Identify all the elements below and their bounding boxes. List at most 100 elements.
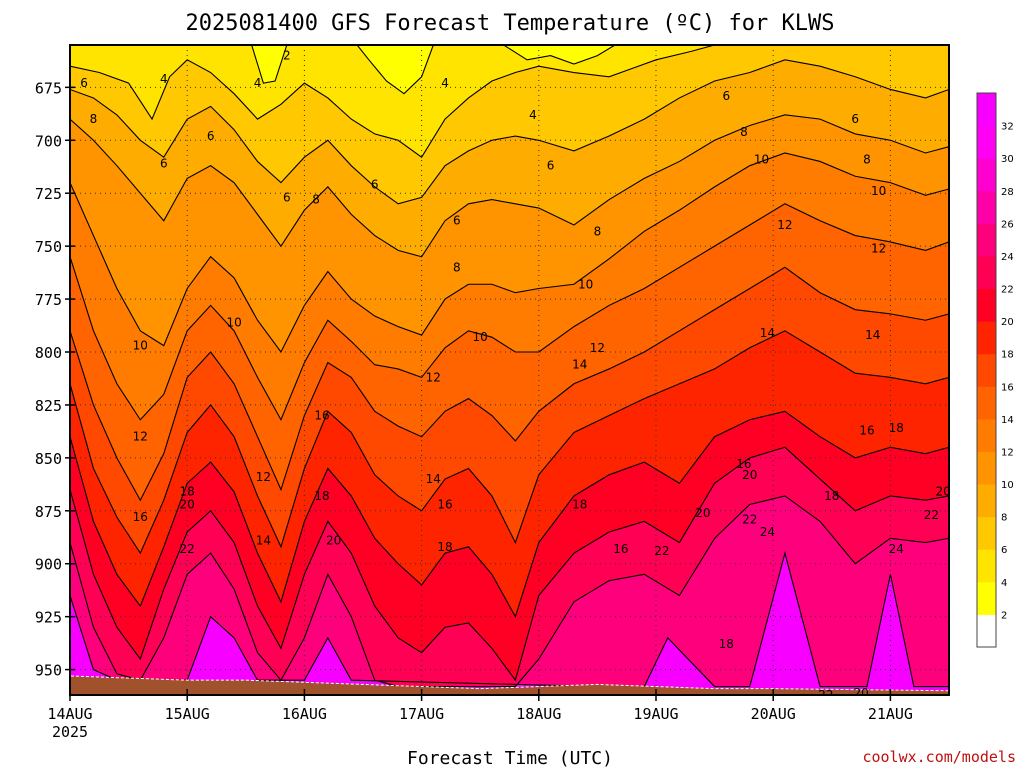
colorbar-swatch-8 (977, 353, 996, 387)
isotherm-label-6: 6 (851, 112, 859, 126)
colorbar-swatch-4 (977, 484, 996, 518)
chart-title: 2025081400 GFS Forecast Temperature (ºC)… (185, 11, 834, 36)
isotherm-18 (70, 410, 949, 619)
isotherm-label-18: 18 (572, 497, 587, 511)
plot-frame (69, 44, 950, 696)
band-4 (70, 45, 715, 158)
isotherm-label-14: 14 (572, 358, 587, 372)
y-tick-label-750: 750 (35, 238, 62, 256)
colorbar-swatch-10 (977, 288, 996, 322)
x-tick-label-20AUG: 20AUG (751, 705, 796, 723)
isotherm-label-22: 22 (924, 508, 939, 522)
isotherm-label-6: 6 (371, 178, 379, 192)
isotherm-label-8: 8 (740, 125, 748, 139)
isotherm-label-20: 20 (180, 497, 195, 511)
isotherm-2 (356, 45, 434, 95)
isotherm-label-6: 6 (453, 214, 461, 228)
isotherm-label-2: 2 (283, 49, 291, 63)
colorbar-swatch-3 (977, 516, 996, 550)
colorbar-label-16: 16 (1001, 382, 1014, 393)
isotherm-label-8: 8 (90, 112, 98, 126)
isotherm-10 (70, 152, 949, 354)
y-tick-label-950: 950 (35, 662, 62, 680)
isotherm-4 (70, 45, 715, 159)
credit-text: coolwx.com/models (862, 748, 1016, 766)
isotherm-label-8: 8 (594, 224, 602, 238)
isotherm-label-4: 4 (441, 76, 449, 90)
y-tick-label-850: 850 (35, 450, 62, 468)
isotherm-label-16: 16 (859, 423, 874, 437)
y-tick-label-725: 725 (35, 185, 62, 203)
isotherm-label-22: 22 (818, 688, 833, 702)
y-tick-label-800: 800 (35, 344, 62, 362)
y-tick-label-825: 825 (35, 397, 62, 415)
isotherm-label-10: 10 (226, 315, 241, 329)
isotherm-label-12: 12 (426, 370, 441, 384)
y-tick-label-775: 775 (35, 291, 62, 309)
isotherm-label-6: 6 (160, 157, 168, 171)
isotherm-label-10: 10 (754, 152, 769, 166)
isotherm-label-12: 12 (590, 341, 605, 355)
isotherm-label-14: 14 (760, 326, 775, 340)
isotherm-label-6: 6 (207, 129, 215, 143)
isotherm-label-20: 20 (935, 485, 950, 499)
colorbar-swatch-15 (977, 125, 996, 159)
colorbar-label-4: 4 (1001, 578, 1007, 589)
colorbar-swatch-11 (977, 255, 996, 290)
grid-lines (70, 45, 949, 695)
colorbar-label-12: 12 (1001, 447, 1014, 458)
isotherm-label-14: 14 (865, 328, 880, 342)
plot-area: 24 4 4466666666688888810101010101012121212… (70, 45, 950, 702)
isotherm-label-10: 10 (133, 339, 148, 353)
isotherm-label-20: 20 (853, 686, 868, 700)
isotherm-2 (251, 45, 288, 84)
colorbar-swatch-2 (977, 549, 996, 583)
isotherm-label-14: 14 (426, 472, 441, 486)
colorbar-label-6: 6 (1001, 545, 1007, 556)
isotherm-22 (70, 495, 949, 688)
x-tick-label-18AUG: 18AUG (516, 705, 561, 723)
isotherm-label-22: 22 (742, 512, 757, 526)
colorbar-label-8: 8 (1001, 513, 1007, 524)
isotherm-14 (70, 266, 949, 502)
isotherm-labels: 24 4 4466666666688888810101010101012121212… (80, 49, 950, 702)
x-tick-label-15AUG: 15AUG (165, 705, 210, 723)
x-tick-sublabel-year: 2025 (52, 723, 88, 741)
colorbar-swatch-1 (977, 581, 996, 615)
isotherm-label-14: 14 (256, 533, 271, 547)
isotherm-label-24: 24 (760, 525, 775, 539)
colorbar-swatch-16 (977, 93, 996, 127)
isotherm-2 (503, 45, 616, 65)
isotherm-16 (70, 330, 949, 555)
isotherm-label-18: 18 (437, 540, 452, 554)
isotherm-8 (70, 114, 949, 258)
isotherm-label-22: 22 (180, 542, 195, 556)
colorbar-swatch-14 (977, 158, 996, 192)
isotherm-label-10: 10 (473, 330, 488, 344)
colorbar-swatch-12 (977, 223, 996, 257)
temperature-bands (70, 45, 949, 695)
isotherm-label-8: 8 (453, 260, 461, 274)
isotherm-label-20: 20 (326, 533, 341, 547)
isotherm-label-12: 12 (777, 218, 792, 232)
isotherm-label-12: 12 (871, 241, 886, 255)
isotherm-label-16: 16 (314, 409, 329, 423)
isotherm-label-22: 22 (654, 544, 669, 558)
isotherm-20 (70, 446, 949, 682)
isotherm-label-16: 16 (133, 510, 148, 524)
terrain-surface (70, 675, 949, 695)
y-axis: 675 700 725 750 775 800 825 850 875 900 925 950 (35, 79, 75, 680)
colorbar-frame (976, 92, 997, 648)
isotherm-label-18: 18 (824, 489, 839, 503)
x-tick-label-19AUG: 19AUG (633, 705, 678, 723)
isotherm-label-4: 4 (160, 72, 168, 86)
band-2 (357, 45, 434, 94)
x-axis-title: Forecast Time (UTC) (407, 748, 613, 768)
isotherm-label-16: 16 (613, 542, 628, 556)
colorbar-swatch-9 (977, 321, 996, 355)
colorbar-label-22: 22 (1001, 285, 1014, 296)
colorbar-swatch-5 (977, 451, 996, 485)
isotherm-label-10: 10 (871, 184, 886, 198)
colorbar-label-10: 10 (1001, 480, 1014, 491)
